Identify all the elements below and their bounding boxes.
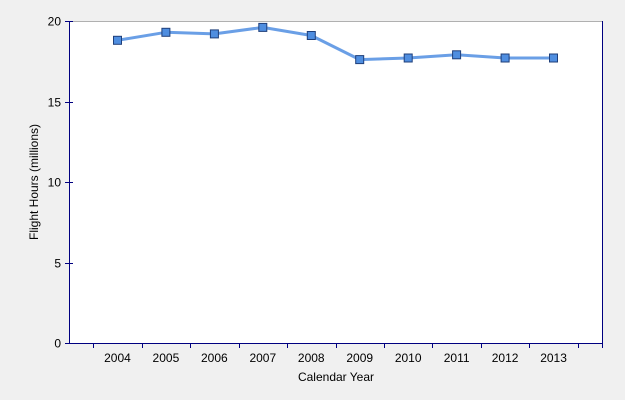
y-tick-label-20: 20 <box>48 15 62 29</box>
data-point-2006 <box>209 29 219 39</box>
data-point-2008 <box>306 31 316 40</box>
x-tick-label-2010: 2010 <box>395 351 422 365</box>
data-point-2010 <box>403 53 413 63</box>
y-tick-label-15: 15 <box>48 96 62 110</box>
x-tick-label-2007: 2007 <box>249 351 276 365</box>
y-tick-label-5: 5 <box>54 257 61 271</box>
data-point-2009 <box>355 55 365 65</box>
ticks: 0 5 10 15 20 2004 2005 2006 2007 2008 2009 2010 2011… <box>48 15 579 365</box>
x-tick-label-2013: 2013 <box>540 351 567 365</box>
data-point-2012 <box>500 53 510 63</box>
series-layer <box>113 22 558 65</box>
data-point-2011 <box>452 50 462 60</box>
plot-area <box>69 21 602 343</box>
y-axis-title: Flight Hours (millions) <box>27 124 41 240</box>
data-point-2013 <box>549 53 558 63</box>
x-tick-label-2004: 2004 <box>104 351 131 365</box>
x-tick-label-2006: 2006 <box>201 351 228 365</box>
x-axis-title: Calendar Year <box>298 370 374 384</box>
data-point-2005 <box>161 27 171 37</box>
series-line-0 <box>117 25 554 62</box>
x-tick-label-2011: 2011 <box>444 351 470 365</box>
x-tick-label-2005: 2005 <box>153 351 180 365</box>
data-point-2007 <box>258 22 268 32</box>
y-tick-label-10: 10 <box>48 176 62 190</box>
data-point-2004 <box>113 35 122 45</box>
x-tick-label-2008: 2008 <box>298 351 325 365</box>
x-tick-label-2009: 2009 <box>346 351 373 365</box>
x-tick-label-2012: 2012 <box>492 351 519 365</box>
y-tick-label-0: 0 <box>54 337 61 351</box>
